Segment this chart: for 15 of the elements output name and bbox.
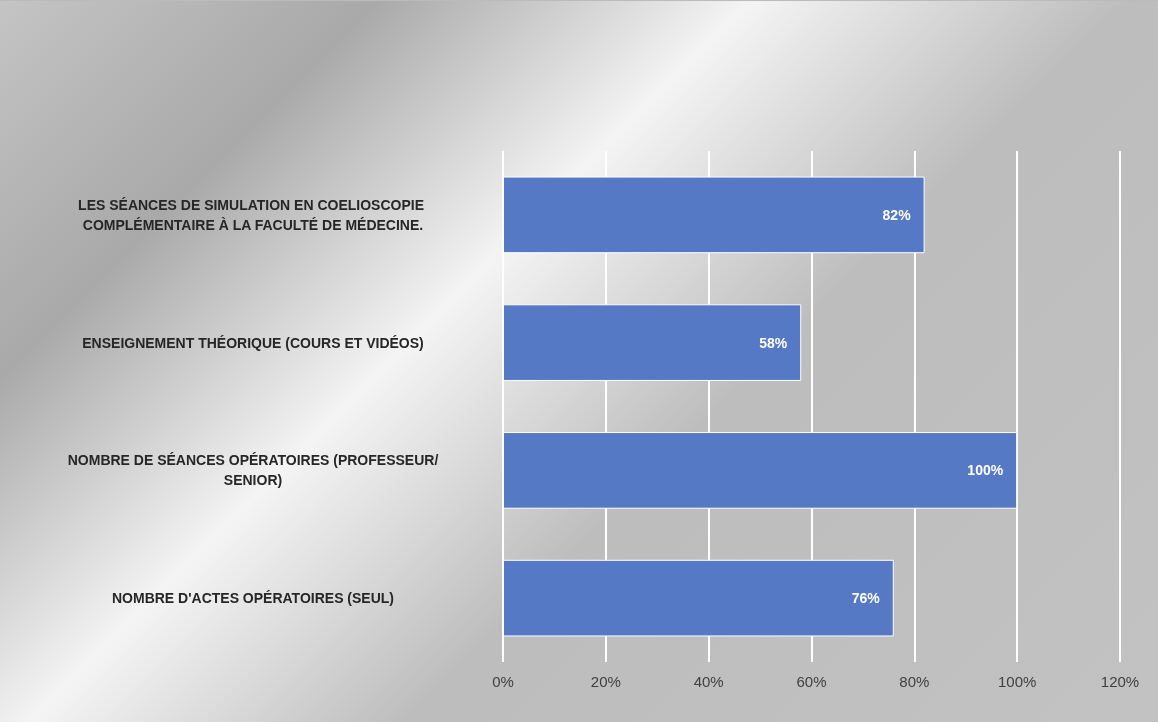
x-tick-label: 120% [1100, 673, 1140, 690]
y-tick-label: LES SÉANCES DE SIMULATION EN COELIOSCOPIE COMPLÉMENTAIRE À LA FACULTÉ DE MÉDECINE. [78, 196, 428, 233]
x-tick-label: 40% [693, 673, 724, 690]
x-tick-label: 60% [796, 673, 827, 690]
y-tick-label: ENSEIGNEMENT THÉORIQUE (COURS ET VIDÉOS) [82, 334, 424, 351]
data-label: 82% [882, 206, 912, 223]
x-tick-label: 0% [492, 673, 514, 690]
data-label: 100% [967, 462, 1004, 479]
y-tick-label: NOMBRE DE SÉANCES OPÉRATOIRES (PROFESSEUR/SENIOR) [67, 452, 439, 489]
data-label: 58% [759, 334, 788, 351]
data-label: 76% [851, 590, 881, 607]
x-tick-label: 20% [590, 673, 621, 690]
x-tick-label: 80% [899, 673, 930, 690]
x-tick-label: 100% [997, 673, 1037, 690]
y-tick-label: NOMBRE D'ACTES OPÉRATOIRES (SEUL) [111, 590, 395, 607]
